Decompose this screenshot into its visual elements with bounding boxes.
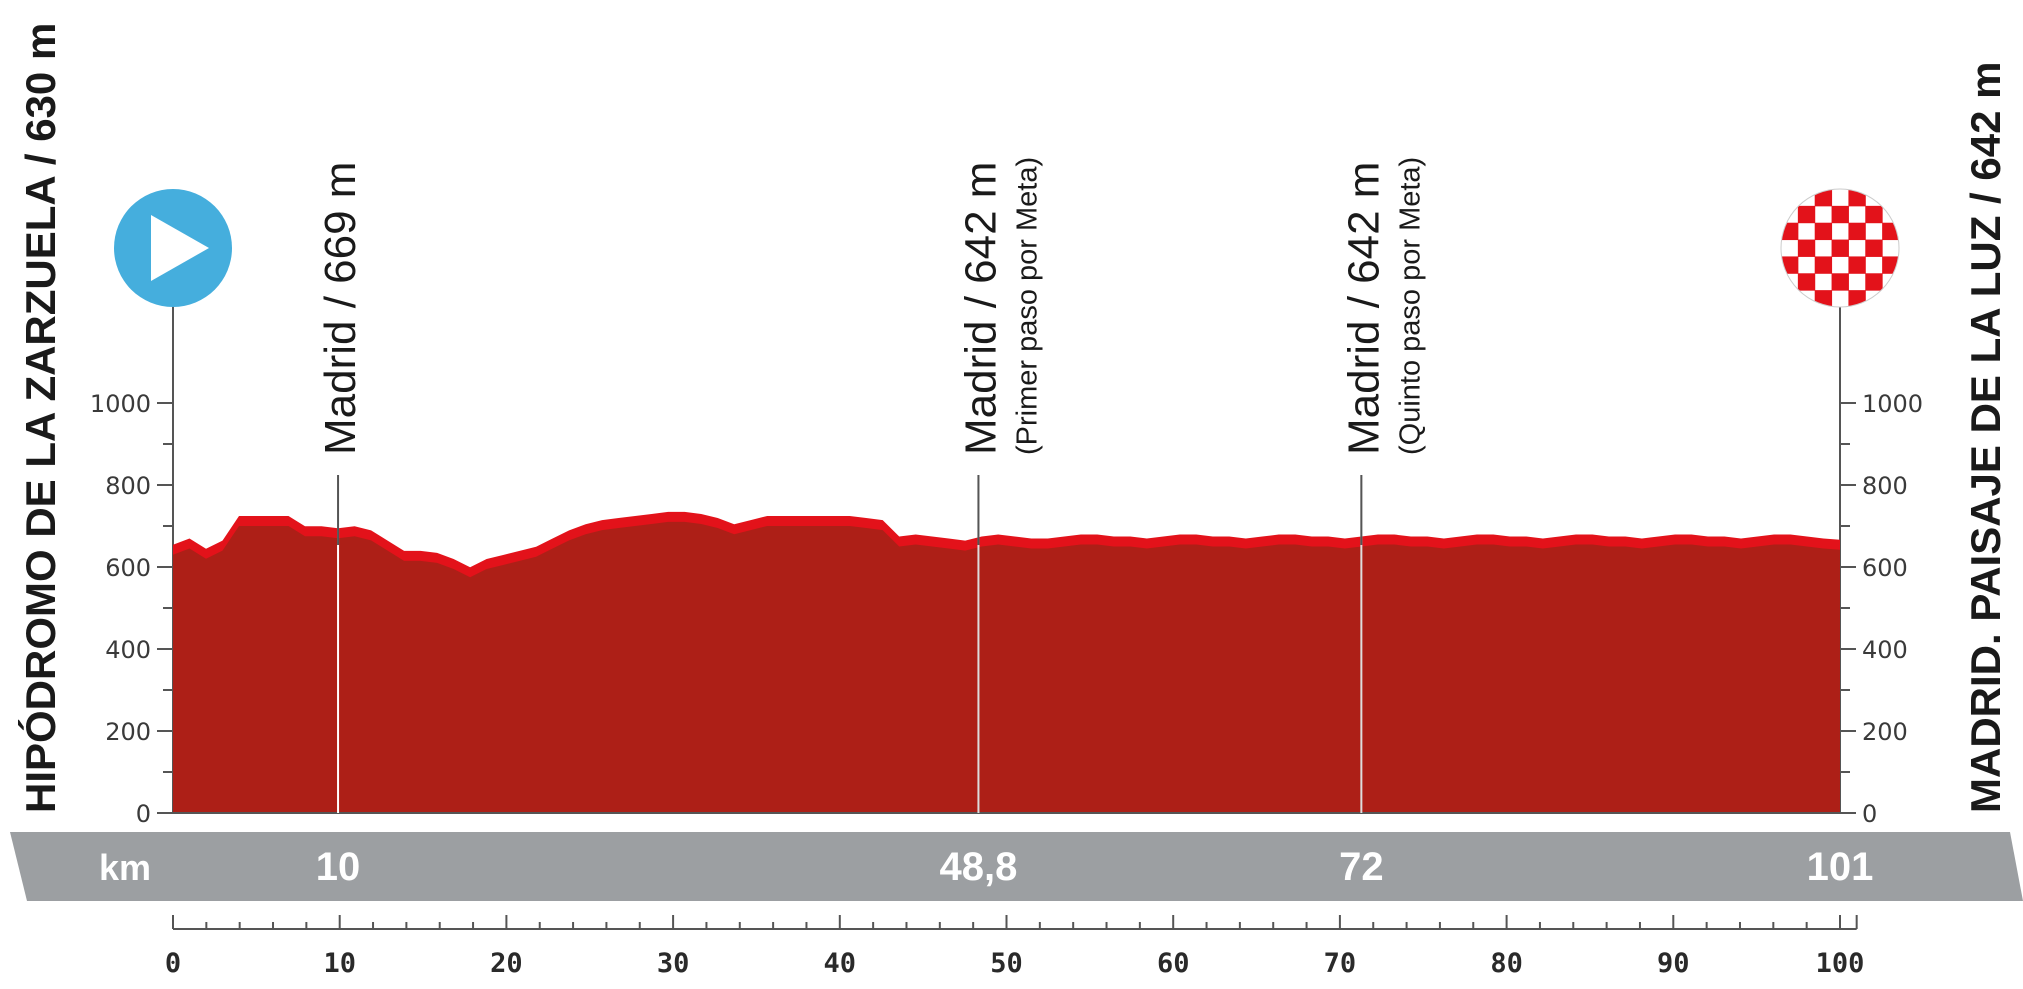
elevation-profile [173, 511, 1840, 814]
km-tick-label: 10 [323, 948, 356, 979]
km-band-mark: 48,8 [940, 845, 1018, 889]
left-elevation-tick-label: 0 [136, 800, 151, 828]
left-elevation-tick-label: 200 [105, 718, 151, 746]
waypoint-note: (Quinto paso por Meta) [1394, 157, 1426, 455]
right-elevation-tick-label: 0 [1862, 800, 1877, 828]
km-band-background [10, 832, 2023, 901]
km-unit-label: km [99, 847, 151, 888]
km-tick-label: 90 [1657, 948, 1690, 979]
finish-location-label: MADRID. PAISAJE DE LA LUZ / 642 m [1962, 62, 2009, 813]
finish-icon-square [1781, 189, 1799, 207]
finish-icon-square [1797, 273, 1816, 291]
km-band-mark: 101 [1807, 845, 1874, 889]
finish-icon-ring [1780, 188, 1900, 308]
play-icon [114, 189, 232, 420]
finish-icon-square [1814, 290, 1833, 307]
finish-icon-square [1882, 222, 1899, 241]
finish-icon-square [1865, 273, 1883, 291]
km-axis: 0 10 20 30 40 50 60 70 80 90 100 [165, 915, 1865, 979]
finish-icon-square [1848, 222, 1866, 241]
waypoints: Madrid / 669 m Madrid / 642 m (Primer paso… [316, 157, 1426, 813]
finish-icon-square [1865, 239, 1883, 257]
waypoint-name: Madrid / 669 m [316, 162, 365, 455]
right-elevation-tick-label: 400 [1862, 636, 1908, 664]
km-tick-label: 20 [490, 948, 523, 979]
waypoint-note: (Primer paso por Meta) [1011, 157, 1043, 455]
profile-area [173, 521, 1840, 813]
finish-icon-square [1781, 222, 1799, 241]
km-tick-label: 80 [1490, 948, 1523, 979]
left-elevation-tick-label: 1000 [90, 390, 151, 418]
checkered-flag-icon [1780, 188, 1900, 420]
right-elevation-tick-label: 200 [1862, 718, 1908, 746]
finish-icon-square [1882, 189, 1899, 207]
km-band: km 10 48,8 72 101 [10, 832, 2023, 901]
finish-icon-square [1814, 256, 1833, 274]
km-tick-label: 60 [1157, 948, 1190, 979]
finish-icon-square [1814, 222, 1833, 241]
start-location-label: HIPÓDROMO DE LA ZARZUELA / 630 m [16, 23, 64, 813]
km-tick-label: 100 [1816, 948, 1865, 979]
finish-icon-square [1781, 290, 1799, 307]
km-tick-label: 30 [657, 948, 690, 979]
km-tick-label: 40 [824, 948, 857, 979]
right-elevation-tick-label: 600 [1862, 554, 1908, 582]
km-tick-label: 0 [165, 948, 181, 979]
finish-icon-square [1831, 239, 1849, 257]
km-tick-label: 70 [1324, 948, 1357, 979]
elevation-axes: 0 0 200 200 400 400 600 600 800 800 1000 1000 [90, 308, 1923, 828]
finish-icon-square [1882, 290, 1899, 307]
finish-icon-square [1797, 239, 1816, 257]
start-icon-triangle [151, 215, 209, 281]
km-band-mark: 10 [316, 845, 361, 889]
left-elevation-tick-label: 800 [105, 472, 151, 500]
finish-icon-square [1831, 205, 1849, 224]
waypoint-name: Madrid / 642 m [956, 162, 1005, 455]
right-elevation-tick-label: 1000 [1862, 390, 1923, 418]
finish-icon-square [1797, 205, 1816, 224]
right-elevation-tick-label: 800 [1862, 472, 1908, 500]
left-elevation-tick-label: 600 [105, 554, 151, 582]
finish-icon-square [1814, 189, 1833, 207]
finish-icon-square [1865, 205, 1883, 224]
km-band-mark: 72 [1339, 845, 1384, 889]
finish-icon-square [1848, 256, 1866, 274]
left-elevation-tick-label: 400 [105, 636, 151, 664]
km-tick-label: 50 [990, 948, 1023, 979]
waypoint-name: Madrid / 642 m [1339, 162, 1388, 455]
finish-icon-square [1831, 273, 1849, 291]
